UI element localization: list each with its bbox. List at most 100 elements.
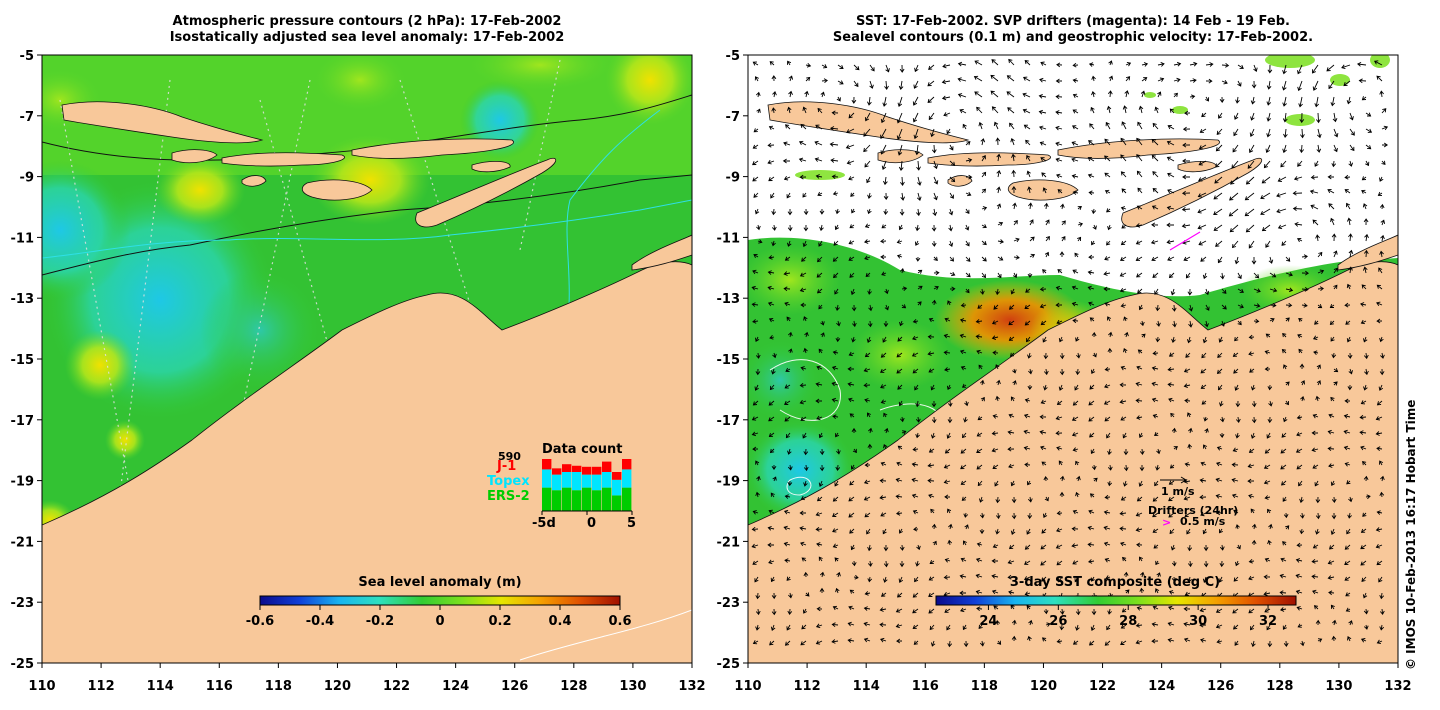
velocity-arrow — [883, 208, 889, 216]
velocity-arrow — [1361, 96, 1367, 101]
velocity-arrow — [816, 415, 823, 421]
velocity-arrow — [837, 64, 844, 69]
velocity-arrow — [1141, 62, 1149, 67]
velocity-arrow — [1152, 528, 1159, 533]
velocity-arrow — [1152, 350, 1159, 356]
velocity-arrow — [1044, 251, 1050, 258]
velocity-arrow — [846, 160, 855, 165]
velocity-arrow — [1183, 496, 1191, 501]
left-lon-tick-label: 118 — [265, 679, 292, 694]
left-lon-tick-label: 128 — [560, 679, 587, 694]
velocity-arrow — [1363, 218, 1369, 226]
velocity-arrow — [1228, 208, 1239, 217]
velocity-arrow — [996, 153, 1002, 162]
velocity-arrow — [1265, 333, 1271, 338]
velocity-arrow — [1263, 464, 1271, 469]
velocity-arrow — [802, 608, 808, 614]
velocity-arrow — [1151, 381, 1159, 387]
velocity-arrow — [1087, 270, 1095, 275]
velocity-arrow — [1379, 176, 1384, 182]
velocity-arrow — [992, 350, 999, 356]
velocity-arrow — [996, 203, 1002, 210]
velocity-arrow — [816, 288, 823, 294]
velocity-arrow — [1299, 496, 1304, 504]
data-count-bar-j1 — [542, 459, 552, 470]
right-lon-tick-label: 114 — [853, 679, 880, 694]
velocity-arrow — [1250, 432, 1256, 439]
velocity-arrow — [1056, 638, 1063, 644]
velocity-arrow — [991, 447, 999, 453]
velocity-arrow — [1041, 637, 1047, 642]
velocity-arrow — [1120, 640, 1127, 645]
velocity-arrow — [1119, 382, 1127, 388]
velocity-arrow — [1282, 624, 1287, 630]
velocity-arrow — [769, 61, 775, 66]
velocity-arrow — [1122, 556, 1127, 562]
velocity-arrow — [784, 301, 791, 307]
velocity-arrow — [1187, 288, 1193, 296]
velocity-arrow — [1217, 256, 1223, 264]
velocity-arrow — [816, 542, 823, 547]
velocity-arrow — [1276, 192, 1287, 198]
data-count-bar-topex — [572, 472, 582, 491]
velocity-arrow — [1315, 234, 1320, 242]
velocity-arrow — [754, 76, 759, 82]
velocity-arrow — [1365, 128, 1373, 133]
velocity-arrow — [1140, 90, 1146, 98]
velocity-arrow — [799, 399, 807, 405]
velocity-arrow — [977, 304, 983, 309]
velocity-arrow — [799, 174, 807, 180]
velocity-arrow — [1378, 267, 1383, 274]
velocity-arrow — [832, 528, 839, 533]
velocity-arrow — [1312, 335, 1319, 340]
velocity-arrow — [752, 640, 759, 645]
velocity-arrow — [1251, 640, 1256, 648]
velocity-arrow — [1038, 109, 1047, 115]
velocity-arrow — [1234, 256, 1240, 265]
velocity-arrow — [944, 367, 951, 372]
velocity-arrow — [1072, 509, 1079, 515]
velocity-arrow — [1154, 106, 1159, 114]
velocity-arrow — [1344, 576, 1351, 581]
velocity-arrow — [1282, 541, 1287, 546]
velocity-arrow — [1189, 78, 1197, 83]
velocity-arrow — [787, 60, 792, 66]
velocity-arrow — [1277, 176, 1287, 182]
velocity-arrow — [1215, 477, 1223, 483]
velocity-arrow — [997, 221, 1004, 227]
velocity-arrow — [1283, 416, 1288, 423]
velocity-arrow — [882, 96, 888, 107]
velocity-arrow — [1120, 416, 1127, 421]
velocity-arrow — [1253, 288, 1261, 293]
velocity-arrow — [1091, 240, 1096, 246]
sst-colorbar-tick: 28 — [1119, 614, 1137, 629]
velocity-arrow — [884, 80, 889, 91]
velocity-arrow — [1280, 557, 1287, 563]
velocity-arrow — [1189, 94, 1196, 100]
velocity-arrow — [1220, 320, 1226, 327]
velocity-arrow — [769, 334, 775, 340]
velocity-arrow — [1215, 493, 1223, 499]
velocity-arrow — [1039, 77, 1047, 83]
velocity-arrow — [1091, 608, 1097, 616]
velocity-arrow — [802, 106, 807, 114]
velocity-arrow — [1332, 619, 1337, 626]
velocity-arrow — [817, 191, 823, 196]
velocity-arrow — [1155, 464, 1160, 471]
velocity-arrow — [1298, 96, 1303, 108]
velocity-arrow — [1253, 303, 1261, 308]
velocity-arrow — [1008, 590, 1015, 595]
velocity-arrow — [1060, 203, 1065, 210]
velocity-arrow — [846, 128, 855, 134]
velocity-arrow — [1363, 384, 1368, 391]
right-map-axes: 110 112 114 116 118 120 122 124 126 128 130 132-5-7… — [717, 49, 1412, 694]
velocity-arrow — [1293, 176, 1303, 181]
velocity-arrow — [786, 624, 791, 631]
velocity-arrow — [864, 352, 871, 358]
left-lat-tick-label: -13 — [11, 292, 35, 307]
velocity-arrow — [804, 331, 809, 338]
velocity-arrow — [1345, 592, 1351, 597]
velocity-arrow — [752, 400, 759, 406]
velocity-arrow — [1104, 494, 1111, 500]
velocity-arrow — [915, 256, 921, 262]
